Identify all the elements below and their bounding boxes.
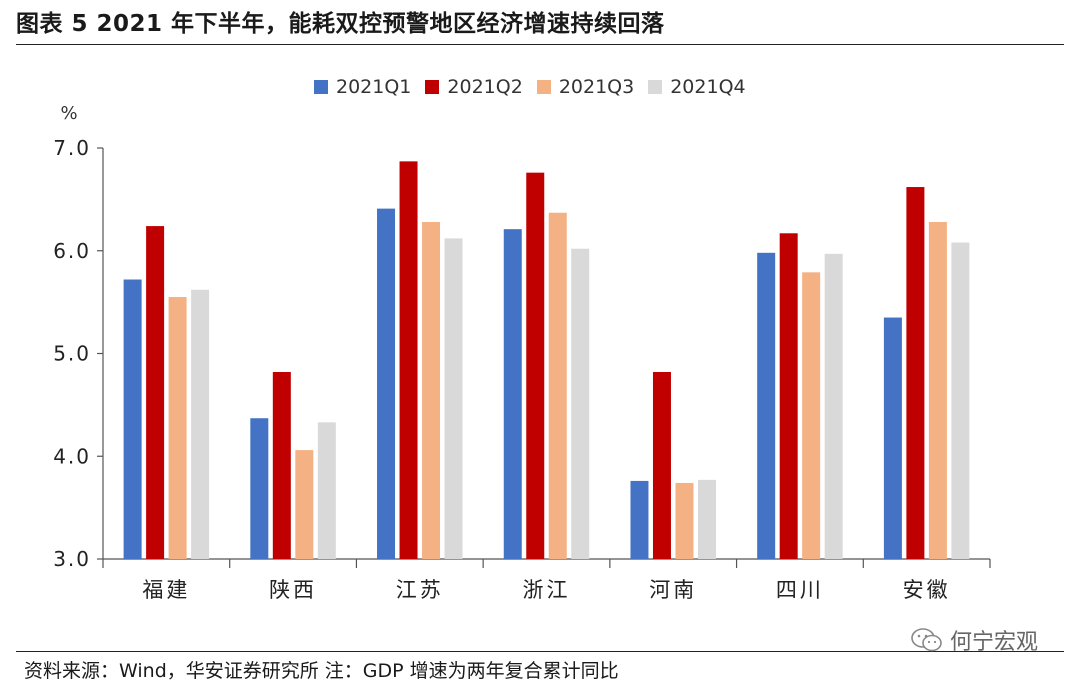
legend-swatch-q4 — [648, 80, 663, 94]
legend-swatch-q3 — [536, 80, 551, 94]
bar-2021Q2-浙江 — [526, 172, 545, 559]
legend-swatch-q2 — [425, 80, 440, 94]
bar-2021Q4-福建 — [191, 289, 210, 559]
bar-2021Q2-四川 — [779, 233, 798, 559]
x-tick-label: 安徽 — [903, 578, 951, 602]
legend-item-q2: 2021Q2 — [425, 76, 523, 98]
x-tick-label: 浙江 — [523, 578, 571, 602]
bar-2021Q4-江苏 — [444, 238, 463, 560]
title-divider — [16, 44, 1064, 45]
wechat-icon — [911, 628, 942, 652]
bar-2021Q2-福建 — [146, 226, 165, 559]
bar-2021Q2-江苏 — [399, 161, 418, 560]
bar-2021Q2-陕西 — [272, 371, 291, 559]
legend-label-q4: 2021Q4 — [670, 76, 746, 98]
bar-2021Q3-河南 — [675, 482, 694, 559]
chart-legend: 2021Q1 2021Q2 2021Q3 2021Q4 — [314, 76, 746, 98]
bar-2021Q1-浙江 — [503, 229, 522, 560]
bar-2021Q3-福建 — [168, 296, 187, 559]
watermark-text: 何宁宏观 — [950, 630, 1039, 655]
watermark: 何宁宏观 — [910, 626, 1039, 655]
legend-item-q1: 2021Q1 — [314, 76, 411, 98]
legend-item-q4: 2021Q4 — [648, 76, 746, 98]
bar-2021Q1-安徽 — [883, 317, 902, 559]
bar-2021Q4-浙江 — [571, 248, 590, 559]
y-tick-label: 3.0 — [53, 547, 91, 571]
y-tick-label: 5.0 — [53, 342, 91, 366]
chart-labels: % 3.0 4.0 5.0 6.0 7.0 福建 陕西 江苏 浙江 河南 四川 安徽 — [53, 103, 951, 602]
bar-2021Q3-江苏 — [422, 221, 441, 560]
legend-label-q1: 2021Q1 — [336, 76, 412, 98]
footer-divider — [16, 651, 1064, 652]
bar-2021Q4-四川 — [824, 253, 843, 559]
bar-2021Q2-河南 — [652, 371, 671, 559]
legend-swatch-q1 — [314, 80, 328, 94]
bar-2021Q1-江苏 — [377, 208, 396, 559]
bar-2021Q3-浙江 — [548, 212, 567, 560]
source-note: 资料来源：Wind，华安证券研究所 注：GDP 增速为两年复合累计同比 — [24, 660, 619, 682]
bar-2021Q4-安徽 — [951, 242, 970, 559]
legend-label-q3: 2021Q3 — [558, 76, 635, 98]
bar-2021Q2-安徽 — [906, 187, 925, 560]
bar-2021Q3-陕西 — [295, 450, 314, 559]
y-axis-unit: % — [60, 103, 77, 124]
x-tick-label: 四川 — [776, 578, 824, 602]
y-tick-label: 7.0 — [53, 136, 91, 160]
x-tick-label: 福建 — [142, 578, 190, 602]
legend-label-q2: 2021Q2 — [447, 76, 523, 98]
bar-2021Q4-河南 — [697, 479, 716, 559]
bar-2021Q1-陕西 — [250, 418, 269, 559]
bar-2021Q1-四川 — [757, 252, 776, 559]
bar-2021Q1-福建 — [123, 279, 142, 559]
y-tick-label: 6.0 — [53, 239, 91, 263]
x-tick-label: 陕西 — [269, 578, 317, 602]
bar-2021Q1-河南 — [630, 480, 649, 559]
bar-2021Q3-四川 — [802, 272, 821, 559]
bar-2021Q4-陕西 — [317, 422, 336, 559]
chart-bars — [123, 161, 970, 560]
x-tick-label: 江苏 — [396, 578, 444, 602]
bar-2021Q3-安徽 — [928, 221, 947, 560]
legend-item-q3: 2021Q3 — [536, 76, 635, 98]
chart-title: 图表 5 2021 年下半年，能耗双控预警地区经济增速持续回落 — [16, 11, 665, 37]
x-tick-label: 河南 — [649, 578, 697, 602]
y-tick-label: 4.0 — [53, 444, 91, 468]
